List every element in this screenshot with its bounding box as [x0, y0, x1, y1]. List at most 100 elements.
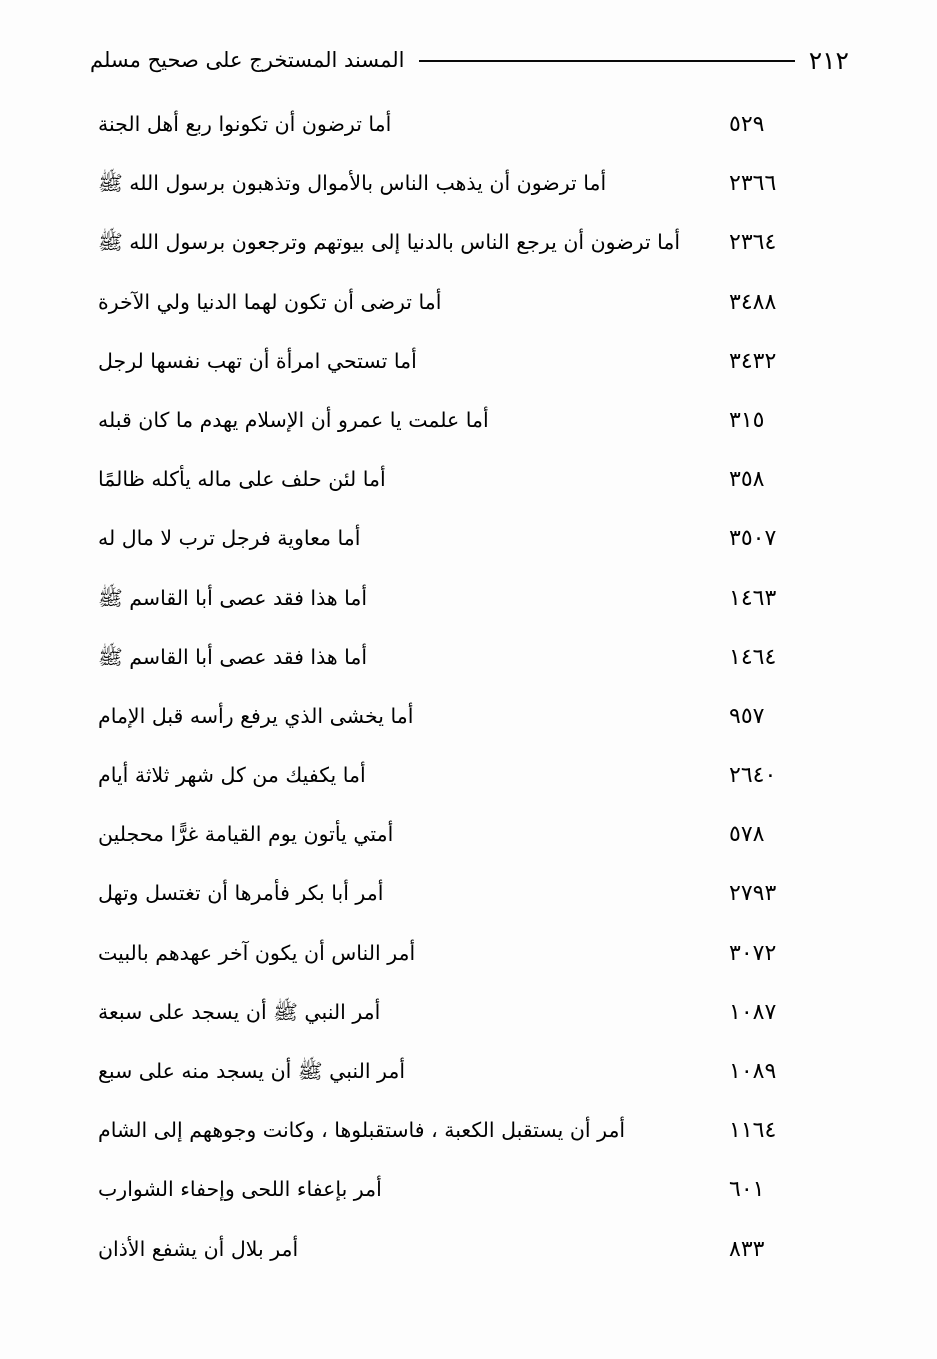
entry-number-cell: ٥٢٩	[729, 112, 849, 137]
index-entry-row[interactable]: ٥٧٨ أمتي يأتون يوم القيامة غرًّا محجلين	[88, 822, 849, 881]
entry-title: أما يخشى الذي يرفع رأسه قبل الإمام	[98, 703, 414, 728]
entry-title: أما هذا فقد عصى أبا القاسم ﷺ	[98, 644, 368, 669]
index-entry-row[interactable]: ١٠٨٧ أمر النبي ﷺ أن يسجد على سبعة	[88, 1000, 849, 1059]
entry-number-cell: ٢٣٦٤	[729, 230, 849, 255]
entry-number-cell: ٨٣٣	[729, 1237, 849, 1262]
page-number: ٢١٢	[808, 45, 849, 75]
entry-title-cell: أمر النبي ﷺ أن يسجد على سبعة	[88, 999, 729, 1025]
entry-title-cell: أما معاوية فرجل ترب لا مال له	[88, 527, 729, 551]
running-header: ٢١٢ المسند المستخرج على صحيح مسلم	[90, 40, 849, 84]
entry-title-cell: أما يخشى الذي يرفع رأسه قبل الإمام	[88, 703, 729, 729]
entry-title: أما ترضون أن يرجع الناس بالدنيا إلى بيوت…	[98, 230, 681, 255]
entry-number: ٩٥٧	[729, 703, 765, 729]
entry-number-cell: ٦٠١	[729, 1177, 849, 1202]
entry-number-cell: ١٠٨٩	[729, 1059, 849, 1084]
entry-number-cell: ١٠٨٧	[729, 1000, 849, 1025]
index-entry-row[interactable]: ٩٥٧ أما يخشى الذي يرفع رأسه قبل الإمام	[88, 704, 849, 763]
entry-number: ٥٢٩	[729, 112, 765, 137]
entry-title: أمر الناس أن يكون آخر عهدهم بالبيت	[98, 940, 416, 965]
entry-number-cell: ٣٠٧٢	[729, 941, 849, 966]
entry-title: أمر أن يستقبل الكعبة ، فاستقبلوها ، وكان…	[98, 1118, 626, 1143]
index-entry-row[interactable]: ٣٠٧٢ أمر الناس أن يكون آخر عهدهم بالبيت	[88, 941, 849, 1000]
entry-number-cell: ٩٥٧	[729, 704, 849, 729]
entry-number: ٣٥٠٧	[729, 526, 777, 552]
index-entry-row[interactable]: ٢٧٩٣ أمر أبا بكر فأمرها أن تغتسل وتهل	[88, 881, 849, 940]
entry-title-cell: أمر أن يستقبل الكعبة ، فاستقبلوها ، وكان…	[88, 1119, 729, 1143]
entry-number-cell: ٢٣٦٦	[729, 171, 849, 196]
index-entry-row[interactable]: ٢٣٦٦ أما ترضون أن يذهب الناس بالأموال وتذ…	[88, 171, 849, 230]
entry-title-cell: أما علمت يا عمرو أن الإسلام يهدم ما كان …	[88, 407, 729, 433]
entry-number: ٦٠١	[729, 1177, 765, 1203]
entry-number: ١٠٨٩	[729, 1059, 777, 1084]
entry-number-cell: ٢٧٩٣	[729, 881, 849, 906]
index-entry-row[interactable]: ١٤٦٤ أما هذا فقد عصى أبا القاسم ﷺ	[88, 645, 849, 704]
entry-title: أما ترضى أن تكون لهما الدنيا ولي الآخرة	[98, 289, 442, 314]
entry-title: أما علمت يا عمرو أن الإسلام يهدم ما كان …	[98, 407, 489, 432]
index-entry-row[interactable]: ٨٣٣ أمر بلال أن يشفع الأذان	[88, 1237, 849, 1296]
index-entry-row[interactable]: ٢٣٦٤ أما ترضون أن يرجع الناس بالدنيا إلى …	[88, 230, 849, 289]
entry-title: أمر أبا بكر فأمرها أن تغتسل وتهل	[98, 881, 384, 906]
entry-title-cell: أما هذا فقد عصى أبا القاسم ﷺ	[88, 585, 729, 611]
entry-title-cell: أما يكفيك من كل شهر ثلاثة أيام	[88, 763, 729, 788]
entry-title: أما تستحي امرأة أن تهب نفسها لرجل	[98, 348, 417, 373]
entry-title-cell: أما تستحي امرأة أن تهب نفسها لرجل	[88, 348, 729, 374]
index-entry-row[interactable]: ٣٤٣٢ أما تستحي امرأة أن تهب نفسها لرجل	[88, 349, 849, 408]
index-entry-row[interactable]: ١٤٦٣ أما هذا فقد عصى أبا القاسم ﷺ	[88, 586, 849, 645]
entry-title-cell: أمر أبا بكر فأمرها أن تغتسل وتهل	[88, 882, 729, 906]
entry-number-cell: ٥٧٨	[729, 822, 849, 847]
entry-title-cell: أما ترضون أن تكونوا ربع أهل الجنة	[88, 112, 729, 137]
entry-number: ٢٦٤٠	[729, 763, 777, 789]
entry-title-cell: أما لئن حلف على ماله يأكله ظالمًا	[88, 468, 729, 492]
entry-number: ٨٣٣	[729, 1236, 765, 1262]
entry-number: ١١٦٤	[729, 1118, 777, 1144]
entry-number: ٣١٥	[729, 407, 765, 433]
entry-title: أما لئن حلف على ماله يأكله ظالمًا	[98, 467, 386, 492]
index-entry-row[interactable]: ١٠٨٩ أمر النبي ﷺ أن يسجد منه على سبع	[88, 1059, 849, 1118]
entry-number-cell: ٣٥٨	[729, 467, 849, 492]
entry-number-cell: ٢٦٤٠	[729, 763, 849, 788]
entry-number-cell: ١١٦٤	[729, 1118, 849, 1143]
entry-number: ٣٥٨	[729, 467, 765, 493]
entry-number-cell: ١٤٦٤	[729, 645, 849, 670]
entry-title-cell: أمر الناس أن يكون آخر عهدهم بالبيت	[88, 940, 729, 966]
entry-title: أمر بلال أن يشفع الأذان	[98, 1236, 299, 1261]
entry-title-cell: أما هذا فقد عصى أبا القاسم ﷺ	[88, 644, 729, 670]
index-entry-row[interactable]: ٣٥٠٧ أما معاوية فرجل ترب لا مال له	[88, 526, 849, 585]
index-entry-row[interactable]: ٣١٥ أما علمت يا عمرو أن الإسلام يهدم ما ك…	[88, 408, 849, 467]
entry-title-cell: أمتي يأتون يوم القيامة غرًّا محجلين	[88, 823, 729, 847]
entry-number: ٢٣٦٦	[729, 171, 777, 197]
entry-title: أما يكفيك من كل شهر ثلاثة أيام	[98, 763, 366, 788]
entry-number: ٣٤٨٨	[729, 289, 777, 315]
index-entry-row[interactable]: ٦٠١ أمر بإعفاء اللحى وإحفاء الشوارب	[88, 1177, 849, 1236]
entry-number-cell: ٣١٥	[729, 408, 849, 433]
entry-title: أما هذا فقد عصى أبا القاسم ﷺ	[98, 585, 368, 610]
entry-title-cell: أمر النبي ﷺ أن يسجد منه على سبع	[88, 1059, 729, 1084]
entry-title: أمر بإعفاء اللحى وإحفاء الشوارب	[98, 1177, 382, 1202]
entry-title: أما ترضون أن يذهب الناس بالأموال وتذهبون…	[98, 171, 607, 196]
entry-title: أمتي يأتون يوم القيامة غرًّا محجلين	[98, 822, 394, 847]
index-entry-row[interactable]: ٢٦٤٠ أما يكفيك من كل شهر ثلاثة أيام	[88, 763, 849, 822]
entry-title-cell: أمر بلال أن يشفع الأذان	[88, 1236, 729, 1262]
entry-number: ٣٠٧٢	[729, 940, 777, 966]
book-title: المسند المستخرج على صحيح مسلم	[90, 48, 405, 72]
entry-number-cell: ٣٤٨٨	[729, 290, 849, 315]
index-entry-row[interactable]: ٥٢٩ أما ترضون أن تكونوا ربع أهل الجنة	[88, 112, 849, 171]
entry-number: ٢٧٩٣	[729, 881, 777, 907]
entry-title-cell: أمر بإعفاء اللحى وإحفاء الشوارب	[88, 1178, 729, 1202]
index-entry-row[interactable]: ٣٤٨٨ أما ترضى أن تكون لهما الدنيا ولي الآ…	[88, 290, 849, 349]
entry-number: ٣٤٣٢	[729, 348, 777, 374]
entry-number: ٥٧٨	[729, 822, 765, 848]
entry-number: ٢٣٦٤	[729, 230, 777, 256]
entry-number-cell: ٣٤٣٢	[729, 349, 849, 374]
entry-number: ١٤٦٣	[729, 585, 777, 611]
entry-title: أمر النبي ﷺ أن يسجد على سبعة	[98, 999, 381, 1024]
entry-title: أما معاوية فرجل ترب لا مال له	[98, 526, 361, 551]
entry-title: أما ترضون أن تكونوا ربع أهل الجنة	[98, 112, 392, 136]
entry-title-cell: أما ترضون أن يذهب الناس بالأموال وتذهبون…	[88, 172, 729, 196]
entry-number: ١٤٦٤	[729, 644, 777, 670]
index-entry-row[interactable]: ١١٦٤ أمر أن يستقبل الكعبة ، فاستقبلوها ، …	[88, 1118, 849, 1177]
entry-number: ١٠٨٧	[729, 999, 777, 1025]
index-entry-row[interactable]: ٣٥٨ أما لئن حلف على ماله يأكله ظالمًا	[88, 467, 849, 526]
entry-number-cell: ١٤٦٣	[729, 586, 849, 611]
